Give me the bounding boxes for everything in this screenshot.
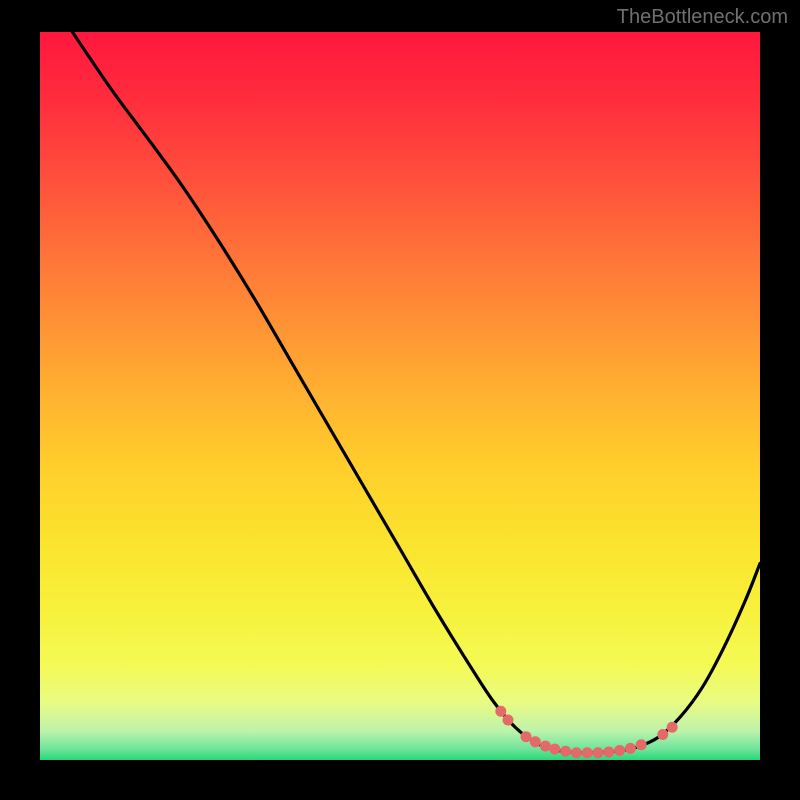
- marker-dot: [571, 748, 581, 758]
- marker-dot: [561, 746, 571, 756]
- marker-dot: [658, 730, 668, 740]
- marker-dot: [582, 748, 592, 758]
- chart-svg: [40, 32, 760, 760]
- bottleneck-chart: [40, 32, 760, 760]
- marker-dot: [625, 743, 635, 753]
- attribution-text: TheBottleneck.com: [617, 6, 788, 29]
- marker-dot: [503, 715, 513, 725]
- marker-dot: [496, 706, 506, 716]
- marker-dot: [530, 737, 540, 747]
- marker-dot: [540, 741, 550, 751]
- marker-dot: [550, 744, 560, 754]
- marker-dot: [593, 748, 603, 758]
- marker-dot: [521, 732, 531, 742]
- marker-dot: [604, 747, 614, 757]
- marker-dot: [667, 722, 677, 732]
- marker-dot: [615, 746, 625, 756]
- marker-dot: [636, 740, 646, 750]
